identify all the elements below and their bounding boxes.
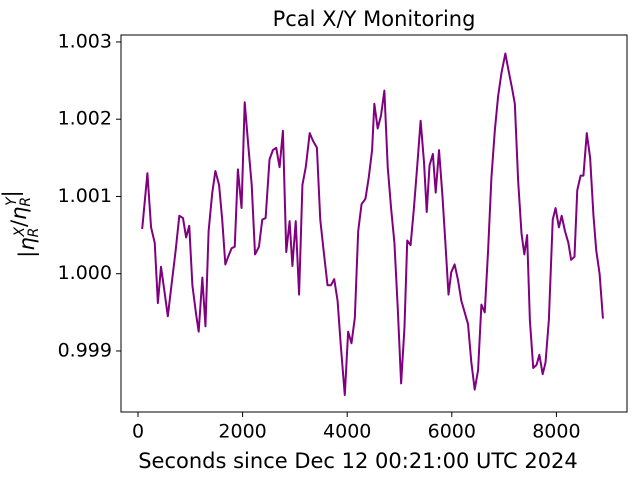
chart-title: Pcal X/Y Monitoring (273, 7, 476, 31)
x-axis-label: Seconds since Dec 12 00:21:00 UTC 2024 (138, 449, 578, 473)
data-line (141, 52, 604, 396)
y-tick-label: 1.001 (58, 185, 112, 207)
y-tick-label: 1.000 (58, 262, 112, 284)
x-tick-label: 8000 (532, 421, 580, 443)
x-tick-label: 6000 (428, 421, 476, 443)
plot-frame (120, 34, 628, 413)
y-axis-label: |ηRX/ηRY| (0, 190, 42, 257)
y-tick-label: 1.003 (58, 30, 112, 52)
x-tick-label: 2000 (218, 421, 266, 443)
x-tick-label: 4000 (323, 421, 371, 443)
y-tick-label: 0.999 (58, 339, 112, 361)
x-tick-label: 0 (132, 421, 144, 443)
y-tick-label: 1.002 (58, 108, 112, 130)
